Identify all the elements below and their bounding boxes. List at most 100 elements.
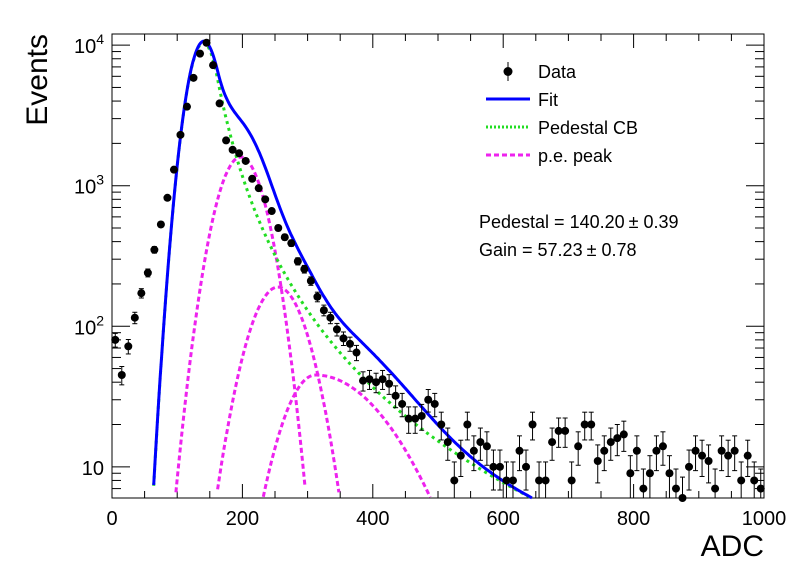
- data-marker: [182, 102, 191, 111]
- data-point: [515, 435, 524, 472]
- data-marker: [156, 220, 165, 229]
- data-point: [254, 184, 263, 193]
- annotation-pedestal-value: Pedestal = 140.20: [479, 212, 625, 232]
- data-marker: [130, 313, 139, 322]
- data-point: [443, 427, 452, 461]
- data-marker: [424, 395, 433, 404]
- data-point: [528, 411, 537, 441]
- data-marker: [241, 156, 250, 165]
- data-point: [300, 264, 309, 274]
- data-marker: [535, 476, 544, 485]
- data-point: [163, 193, 172, 202]
- legend-item-data: Data: [503, 62, 577, 82]
- data-marker: [698, 451, 707, 460]
- data-point: [508, 461, 517, 499]
- data-marker: [300, 265, 309, 274]
- pe-peak-curve-1: [174, 155, 307, 493]
- data-marker: [254, 184, 263, 193]
- data-point: [619, 420, 628, 452]
- x-tick-label: 800: [617, 508, 650, 530]
- data-marker: [750, 476, 759, 485]
- y-tick-label: 104: [74, 31, 104, 58]
- data-marker: [437, 420, 446, 429]
- data-marker: [456, 451, 465, 460]
- data-point: [430, 392, 439, 418]
- pe-peak-curve-3: [261, 373, 432, 498]
- y-tick-label: 102: [74, 312, 104, 339]
- data-marker: [293, 257, 302, 266]
- annotation-gain-error: ± 0.78: [587, 240, 637, 260]
- data-marker: [541, 476, 550, 485]
- pe-peak-curve-2: [216, 285, 341, 493]
- x-tick-label: 400: [356, 508, 389, 530]
- data-point: [437, 411, 446, 441]
- data-marker: [280, 233, 289, 242]
- data-point: [489, 449, 498, 491]
- data-point: [469, 435, 478, 472]
- data-marker: [671, 484, 680, 493]
- y-tick-label: 10: [82, 458, 104, 480]
- data-marker: [222, 136, 231, 145]
- data-marker: [313, 292, 322, 301]
- data-marker: [411, 414, 420, 423]
- data-marker: [163, 193, 172, 202]
- data-point: [587, 411, 596, 441]
- data-marker: [704, 456, 713, 465]
- data-point: [730, 435, 739, 472]
- data-point: [293, 257, 302, 266]
- fit-curves: [152, 39, 533, 500]
- legend-data-marker: [503, 67, 513, 76]
- data-point: [228, 145, 237, 154]
- data-marker: [430, 399, 439, 408]
- data-point: [561, 417, 570, 448]
- data-point: [502, 461, 511, 499]
- legend: Data Fit Pedestal CB p.e. peak: [486, 62, 638, 166]
- data-point: [593, 444, 602, 484]
- data-point: [143, 268, 152, 278]
- data-marker: [554, 426, 563, 435]
- data-point: [665, 455, 674, 499]
- data-marker: [685, 462, 694, 471]
- data-point: [352, 344, 361, 362]
- data-point: [411, 406, 420, 434]
- annotation-pedestal-error: ± 0.39: [629, 212, 679, 232]
- data-marker: [469, 446, 478, 455]
- data-point: [567, 461, 576, 499]
- legend-label-fit: Fit: [538, 90, 558, 110]
- data-marker: [372, 378, 381, 387]
- data-marker: [476, 438, 485, 447]
- data-point: [274, 224, 283, 233]
- data-point: [215, 99, 224, 108]
- data-marker: [561, 426, 570, 435]
- data-marker: [593, 456, 602, 465]
- data-point: [117, 366, 126, 386]
- x-tick-label: 600: [487, 508, 520, 530]
- data-marker: [482, 442, 491, 451]
- data-marker: [463, 420, 472, 429]
- data-marker: [143, 268, 152, 277]
- fit-results: Pedestal = 140.20 ± 0.39 Gain = 57.23 ± 0.…: [479, 212, 679, 260]
- data-point: [150, 245, 159, 254]
- data-marker: [404, 414, 413, 423]
- data-point: [495, 449, 504, 491]
- data-marker: [489, 462, 498, 471]
- x-tick-label: 0: [106, 508, 117, 530]
- data-point: [711, 468, 720, 499]
- data-point: [391, 385, 400, 409]
- data-marker: [613, 434, 622, 443]
- data-marker: [274, 224, 283, 233]
- data-point: [156, 220, 165, 229]
- data-point: [548, 427, 557, 461]
- data-point: [222, 136, 231, 145]
- data-point: [319, 304, 328, 317]
- data-point: [580, 411, 589, 441]
- data-point: [182, 102, 191, 111]
- legend-item-pe-peak: p.e. peak: [486, 146, 613, 166]
- data-marker: [124, 342, 133, 351]
- data-marker: [711, 484, 720, 493]
- data-marker: [645, 469, 654, 478]
- data-marker: [319, 306, 328, 315]
- y-axis-label: Events: [21, 34, 54, 126]
